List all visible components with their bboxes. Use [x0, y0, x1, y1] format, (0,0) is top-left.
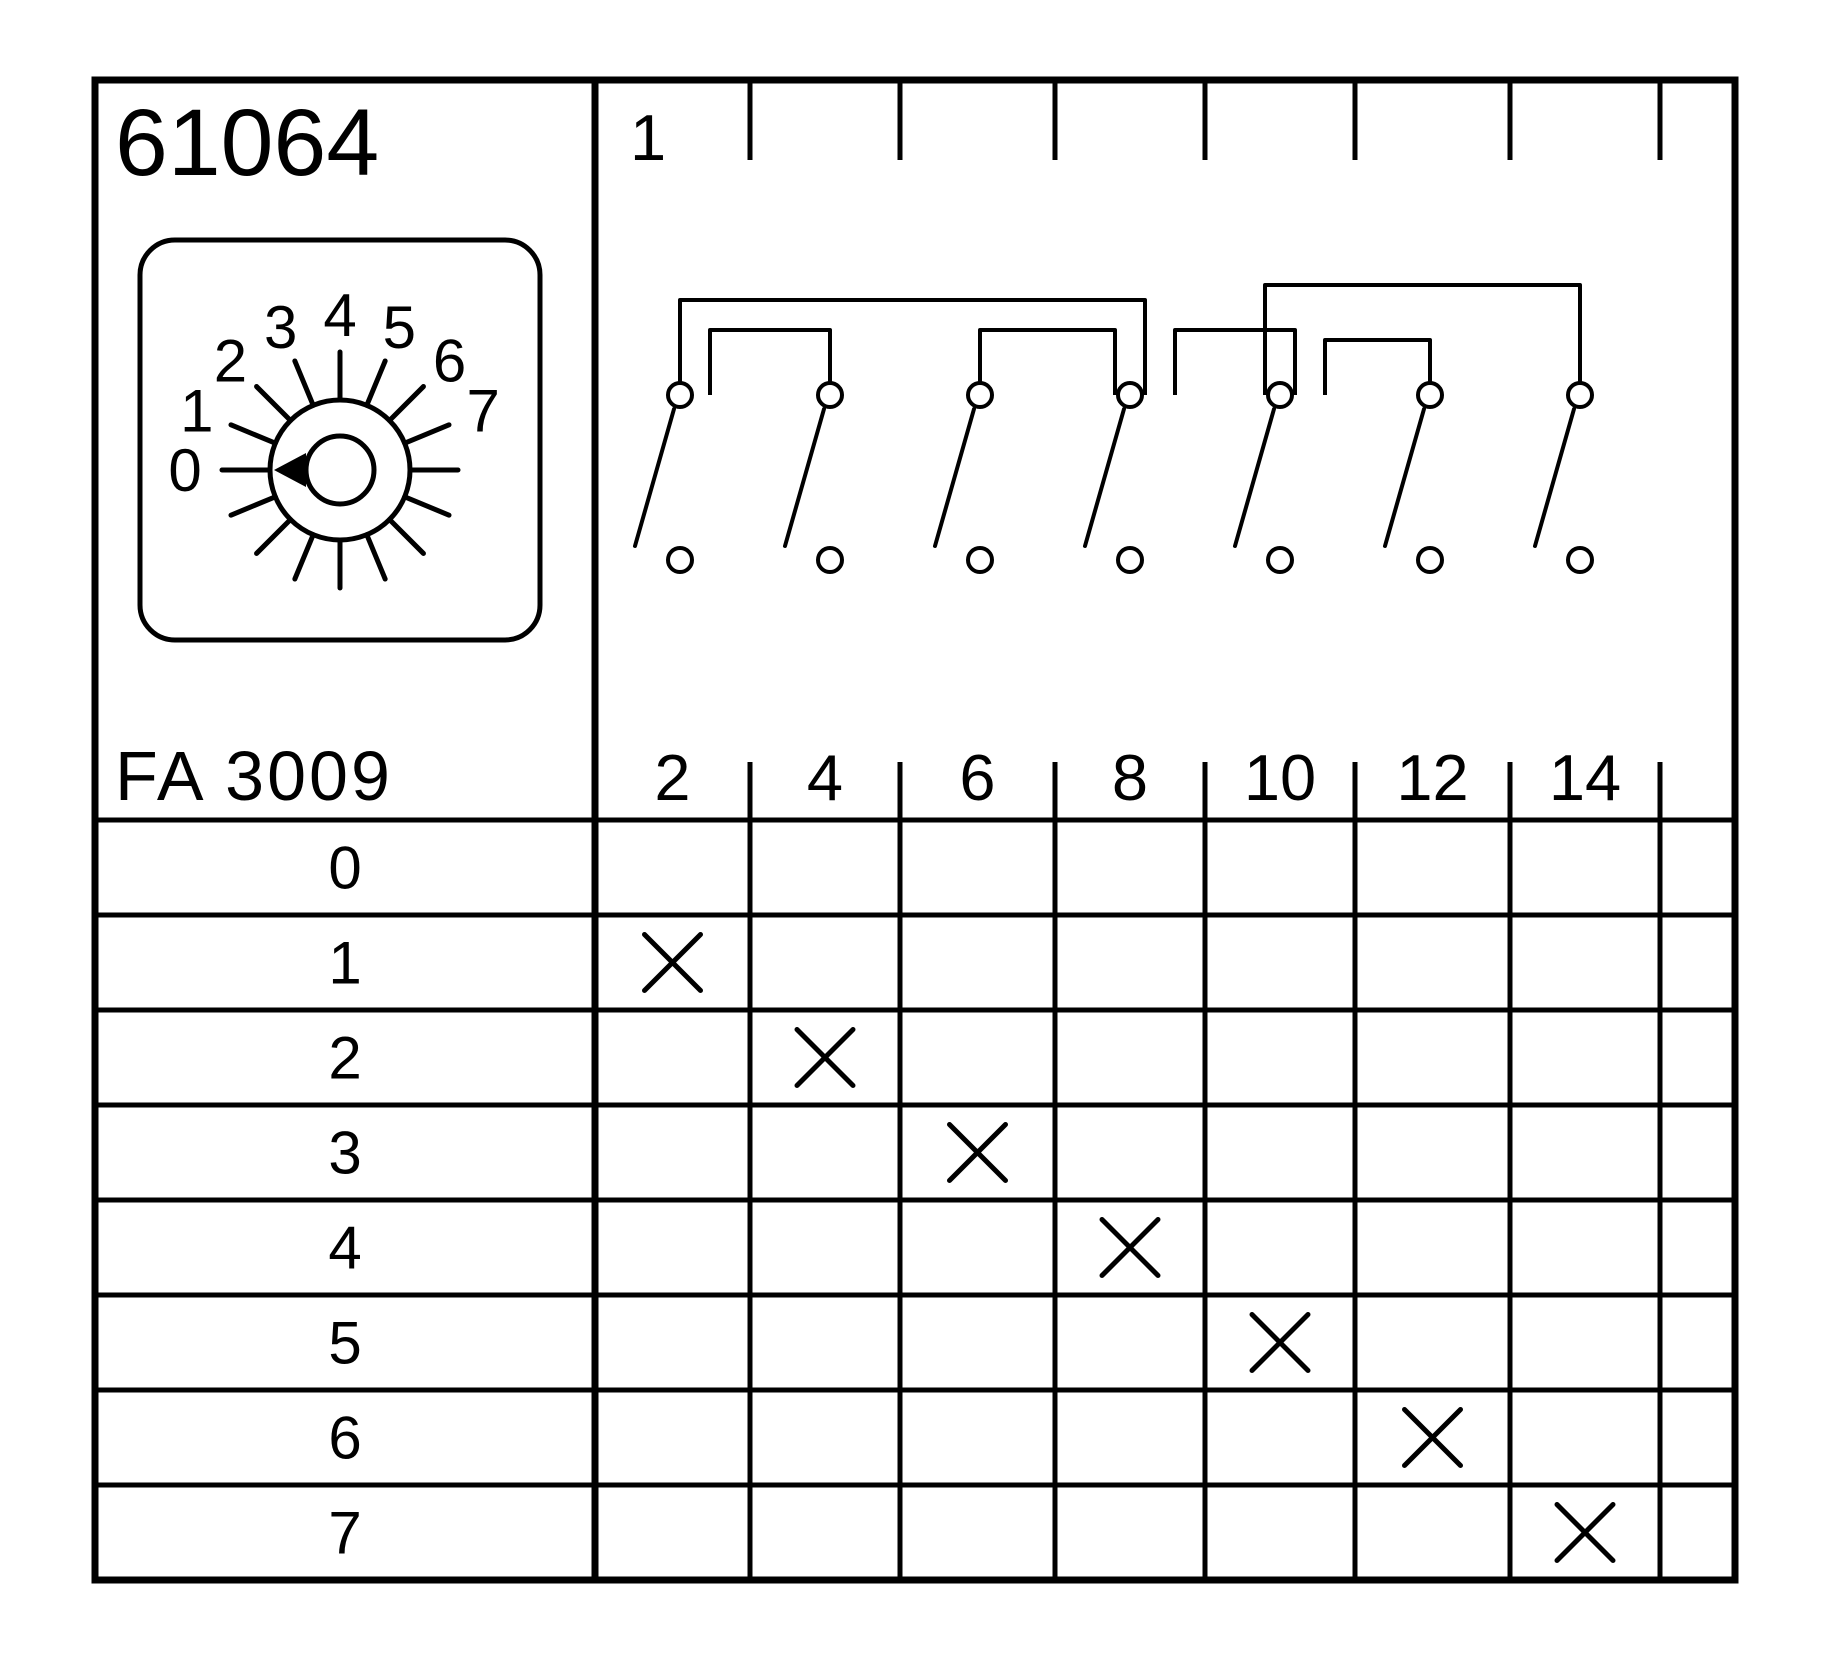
schematic-top-label-text: 1 [630, 101, 666, 174]
row-position-label: 6 [328, 1404, 361, 1471]
contact-lever [935, 409, 974, 546]
column-header: 10 [1244, 741, 1316, 814]
contact-node [668, 548, 692, 572]
contact-node [1568, 548, 1592, 572]
contact-node [1118, 548, 1142, 572]
contact-node [1118, 383, 1142, 407]
contact-lever [785, 409, 824, 546]
contact-schematic [635, 80, 1735, 572]
bridge-wire [1325, 340, 1430, 395]
dial-position-label: 4 [323, 282, 356, 349]
column-header: 6 [959, 741, 995, 814]
contact-node [1568, 383, 1592, 407]
contact-node [968, 383, 992, 407]
column-header: 2 [654, 741, 690, 814]
dial-position-label: 2 [214, 327, 247, 394]
rotary-dial [222, 352, 458, 588]
bridge-wire [980, 330, 1115, 395]
row-position-label: 4 [328, 1214, 361, 1281]
column-header: 12 [1396, 741, 1468, 814]
row-position-label: 1 [328, 929, 361, 996]
row-position-label: 0 [328, 834, 361, 901]
column-header: 14 [1549, 741, 1621, 814]
contact-node [1268, 383, 1292, 407]
dial-position-label: 6 [433, 327, 466, 394]
contact-node [818, 548, 842, 572]
contact-node [1268, 548, 1292, 572]
dial-position-label: 3 [264, 294, 297, 361]
part-number-text: 61064 [115, 90, 379, 196]
dial-position-label: 5 [383, 294, 416, 361]
bridge-wire [710, 330, 830, 395]
contact-lever [1235, 409, 1274, 546]
contact-node [668, 383, 692, 407]
column-header: 8 [1112, 741, 1148, 814]
contact-node [1418, 548, 1442, 572]
contact-lever [635, 409, 674, 546]
dial-pointer [274, 453, 306, 487]
contact-lever [1385, 409, 1424, 546]
dial-position-label: 0 [168, 437, 201, 504]
model-label-text: FA 3009 [115, 737, 393, 815]
column-header: 4 [807, 741, 843, 814]
row-position-label: 5 [328, 1309, 361, 1376]
row-position-label: 7 [328, 1499, 361, 1566]
contact-node [818, 383, 842, 407]
contact-lever [1085, 409, 1124, 546]
dial-position-label: 1 [180, 378, 213, 445]
row-position-label: 2 [328, 1024, 361, 1091]
row-position-label: 3 [328, 1119, 361, 1186]
dial-position-label: 7 [467, 378, 500, 445]
bridge-wire [680, 300, 1145, 395]
contact-node [968, 548, 992, 572]
contact-node [1418, 383, 1442, 407]
contact-lever [1535, 409, 1574, 546]
